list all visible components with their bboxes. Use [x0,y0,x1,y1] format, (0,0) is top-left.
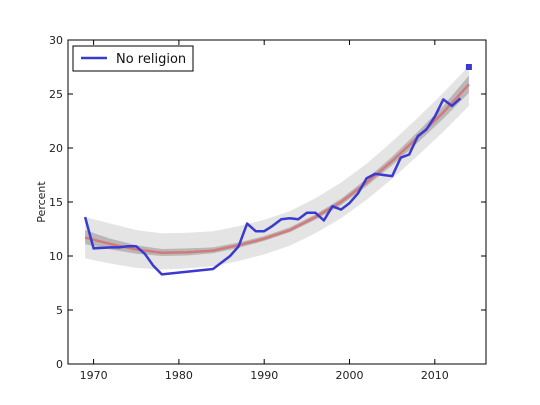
x-tick-label: 2010 [421,369,449,382]
x-tick-label: 2000 [336,369,364,382]
y-tick-label: 10 [49,250,63,263]
y-tick-label: 0 [56,358,63,371]
y-tick-label: 25 [49,88,63,101]
legend-label-no-religion: No religion [116,52,186,67]
x-tick-label: 1990 [250,369,278,382]
y-tick-label: 30 [49,34,63,47]
x-axis: 1970 1980 1990 2000 2010 [80,40,449,382]
fit-curve-group [84,83,470,255]
y-tick-label: 20 [49,142,63,155]
y-axis: 0 5 10 15 20 25 30 [49,34,486,371]
y-tick-label: 5 [56,304,63,317]
x-tick-label: 1980 [165,369,193,382]
series-line-no-religion [83,97,462,276]
confidence-bands [85,65,469,270]
series-group [83,64,472,276]
data-point-square [465,64,472,70]
fit-curve [84,83,470,255]
y-tick-label: 15 [49,196,63,209]
plot-area [68,40,486,364]
x-tick-label: 1970 [80,369,108,382]
y-axis-label: Percent [35,181,48,223]
legend: No religion [72,45,194,72]
